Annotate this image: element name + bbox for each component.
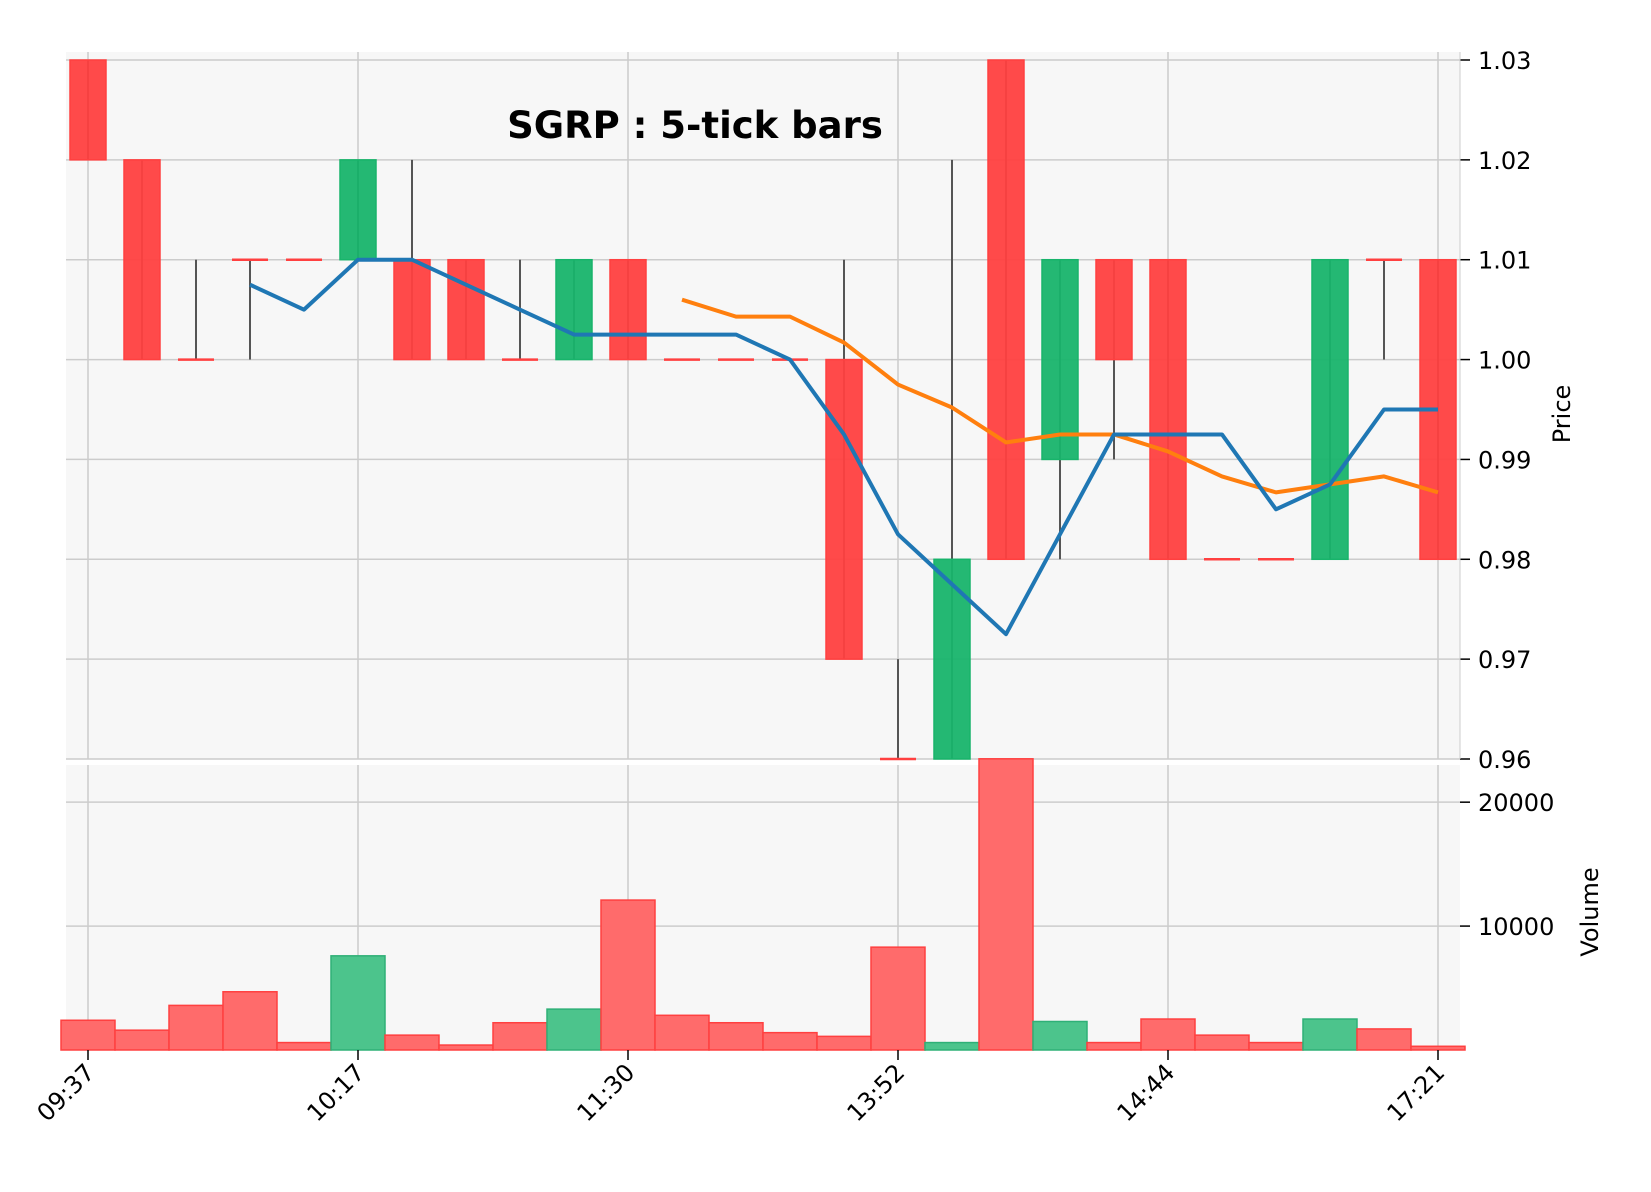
candle-body	[987, 59, 1025, 561]
volume-bar	[222, 991, 278, 1051]
volume-bar	[438, 1044, 494, 1051]
moving-averages	[249, 257, 1439, 637]
volume-bar	[168, 1004, 224, 1051]
volume-bar	[1302, 1018, 1358, 1051]
volume-tick-label: 10000	[1478, 913, 1554, 941]
volume-bar	[924, 1041, 980, 1051]
volume-bar	[816, 1035, 872, 1051]
moving-average-blue-line	[249, 257, 1438, 637]
volume-bar	[1356, 1028, 1412, 1051]
moving-average-orange-line	[681, 297, 1439, 495]
volume-bar	[762, 1031, 818, 1051]
x-tick-label: 13:52	[842, 1058, 911, 1127]
x-tick-label: 14:44	[1112, 1058, 1181, 1127]
grid-lines	[66, 52, 1460, 1050]
volume-bar	[1248, 1041, 1304, 1051]
candle-body	[1095, 258, 1133, 361]
volume-bar	[276, 1041, 332, 1051]
price-tick-label: 0.97	[1478, 646, 1531, 674]
candle-body	[933, 558, 971, 760]
volume-bar	[330, 955, 386, 1051]
volume-bar	[1086, 1041, 1142, 1051]
candle-body	[1149, 258, 1187, 561]
volume-bar	[114, 1029, 170, 1051]
price-axis-label: Price	[1548, 385, 1576, 444]
candle-body	[1311, 258, 1349, 561]
volume-bars	[60, 758, 1466, 1051]
candle-body	[555, 258, 593, 361]
candle-body	[393, 258, 431, 361]
volume-axis-label: Volume	[1576, 867, 1604, 956]
chart-title: SGRP : 5-tick bars	[507, 104, 883, 147]
candle-body	[447, 258, 485, 361]
volume-bar	[870, 946, 926, 1051]
x-tick-label: 11:30	[572, 1058, 641, 1127]
volume-bar	[600, 899, 656, 1051]
candle-body	[1041, 258, 1079, 461]
volume-bar	[492, 1021, 548, 1051]
price-tick-label: 1.02	[1478, 147, 1531, 175]
candle-bodies	[69, 59, 1457, 761]
candle-body	[339, 159, 377, 261]
candle-body	[609, 258, 647, 361]
volume-bar	[1032, 1020, 1088, 1051]
price-tick-label: 1.00	[1478, 347, 1531, 375]
candle-body	[825, 358, 863, 660]
volume-bar	[60, 1019, 116, 1051]
price-tick-label: 1.03	[1478, 47, 1531, 75]
price-tick-label: 1.01	[1478, 247, 1531, 275]
volume-bar	[708, 1021, 764, 1051]
volume-panel-background	[66, 765, 1460, 1050]
candle-body	[69, 59, 107, 161]
volume-bar	[978, 758, 1034, 1051]
volume-tick-label: 20000	[1478, 789, 1554, 817]
x-tick-label: 09:37	[32, 1058, 101, 1127]
candle-body	[123, 159, 161, 361]
volume-bar	[1194, 1034, 1250, 1051]
volume-bar	[654, 1014, 710, 1051]
volume-bar	[1410, 1045, 1466, 1051]
x-tick-label: 17:21	[1382, 1058, 1451, 1127]
price-tick-label: 0.99	[1478, 446, 1531, 474]
price-panel-background	[66, 52, 1460, 759]
x-tick-label: 10:17	[302, 1058, 371, 1127]
price-tick-label: 0.96	[1478, 746, 1531, 774]
volume-bar	[1140, 1018, 1196, 1051]
price-tick-label: 0.98	[1478, 546, 1531, 574]
volume-bar	[546, 1008, 602, 1051]
volume-bar	[384, 1034, 440, 1051]
